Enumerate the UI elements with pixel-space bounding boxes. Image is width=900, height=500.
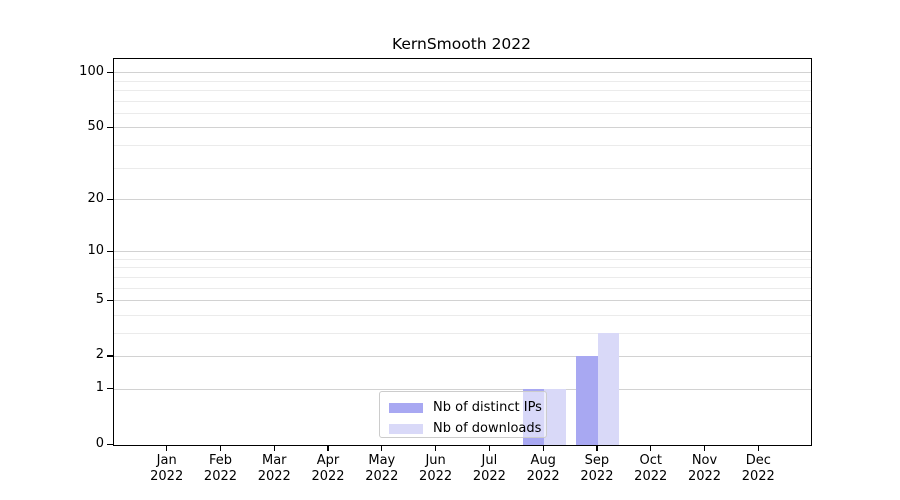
y-tick-label-100: 100	[79, 63, 104, 79]
y-tick-label-0: 0	[95, 436, 104, 451]
gridline-minor-7	[114, 276, 811, 278]
x-tick-mark	[488, 445, 490, 452]
legend-swatch-distinct-ips-icon	[389, 402, 423, 413]
x-tick-label-may: May 2022	[350, 453, 414, 484]
x-tick-year: 2022	[472, 468, 506, 484]
y-tick-mark	[107, 388, 113, 390]
x-tick-month: Mar	[261, 453, 287, 468]
x-tick-label-jun: Jun 2022	[404, 453, 468, 484]
x-tick-month: Sep	[584, 453, 610, 468]
x-tick-mark	[273, 445, 275, 452]
x-tick-mark	[219, 445, 222, 452]
x-tick-year: 2022	[687, 468, 722, 484]
gridline-minor-9	[114, 258, 811, 260]
y-tick-mark	[107, 71, 113, 74]
y-tick-mark	[107, 444, 113, 446]
gridline-minor-30	[114, 167, 811, 169]
gridline-minor-4	[114, 314, 811, 316]
x-tick-label-mar: Mar 2022	[242, 453, 306, 484]
y-tick-label-20: 20	[87, 190, 104, 206]
gridline-minor-6	[114, 287, 811, 289]
y-tick-label-1: 1	[95, 380, 104, 396]
x-tick-label-dec: Dec 2022	[726, 453, 790, 484]
chart-title: KernSmooth 2022	[391, 35, 532, 53]
x-tick-label-aug: Aug 2022	[511, 453, 575, 484]
legend-label-distinct-ips: Nb of distinct IPs	[433, 400, 542, 415]
x-tick-mark	[596, 445, 598, 452]
gridline-minor-80	[114, 90, 811, 92]
x-tick-mark	[703, 445, 706, 452]
x-tick-mark	[542, 445, 544, 452]
x-tick-year: 2022	[311, 468, 345, 484]
x-tick-label-oct: Oct 2022	[619, 453, 683, 484]
gridline-major-20	[114, 199, 811, 201]
x-tick-month: Feb	[208, 453, 232, 468]
gridline-major-1	[114, 388, 811, 390]
x-tick-year: 2022	[150, 468, 184, 484]
x-tick-label-sep: Sep 2022	[565, 453, 629, 484]
y-tick-label-10: 10	[87, 242, 104, 258]
x-tick-mark	[650, 445, 652, 452]
gridline-minor-8	[114, 267, 811, 269]
legend-swatch-downloads-icon	[389, 423, 423, 434]
x-tick-month: Jun	[425, 453, 446, 468]
gridline-minor-40	[114, 145, 811, 147]
x-tick-month: Apr	[316, 453, 340, 468]
x-tick-year: 2022	[203, 468, 238, 484]
x-tick-label-nov: Nov 2022	[673, 453, 737, 484]
plot-area: Nb of distinct IPs Nb of downloads	[113, 58, 812, 446]
y-tick-mark	[107, 355, 113, 357]
x-tick-year: 2022	[580, 468, 614, 484]
x-tick-year: 2022	[634, 468, 668, 484]
legend-item-downloads: Nb of downloads	[389, 420, 542, 437]
legend: Nb of distinct IPs Nb of downloads	[379, 391, 547, 438]
x-tick-mark	[166, 445, 168, 452]
x-tick-month: May	[368, 453, 396, 468]
x-tick-mark	[435, 445, 437, 452]
legend-item-distinct-ips: Nb of distinct IPs	[389, 399, 542, 416]
x-tick-label-feb: Feb 2022	[188, 453, 252, 484]
x-tick-year: 2022	[526, 468, 560, 484]
bar-downloads-aug	[544, 389, 566, 445]
gridline-minor-60	[114, 113, 811, 115]
x-tick-month: Jul	[481, 453, 498, 468]
x-tick-label-jul: Jul 2022	[457, 453, 521, 484]
x-tick-year: 2022	[257, 468, 291, 484]
legend-label-downloads: Nb of downloads	[433, 421, 542, 436]
x-tick-year: 2022	[419, 468, 453, 484]
gridline-major-2	[114, 355, 811, 357]
gridline-major-100	[114, 72, 811, 74]
gridline-major-50	[114, 127, 811, 129]
gridline-minor-90	[114, 80, 811, 82]
bar-downloads-sep	[597, 333, 620, 445]
x-tick-label-apr: Apr 2022	[296, 453, 360, 484]
x-tick-mark	[757, 445, 759, 452]
x-tick-mark	[381, 445, 383, 452]
bar-distinct-ips-sep	[576, 356, 598, 445]
y-tick-mark	[107, 126, 113, 129]
x-tick-month: Dec	[745, 453, 771, 468]
gridline-major-5	[114, 300, 811, 302]
x-tick-label-jan: Jan 2022	[135, 453, 199, 484]
x-tick-month: Jan	[156, 453, 177, 468]
y-tick-label-50: 50	[87, 118, 104, 134]
y-tick-mark	[107, 198, 113, 200]
gridline-major-10	[114, 251, 811, 253]
x-tick-year: 2022	[365, 468, 399, 484]
y-tick-mark	[107, 299, 113, 301]
gridline-minor-3	[114, 332, 811, 334]
x-tick-month: Aug	[530, 453, 556, 468]
x-tick-month: Nov	[691, 453, 718, 468]
y-tick-label-2: 2	[95, 347, 104, 363]
gridline-minor-70	[114, 100, 811, 102]
x-tick-year: 2022	[741, 468, 775, 484]
y-tick-label-5: 5	[95, 291, 104, 307]
x-tick-month: Oct	[639, 453, 662, 468]
x-tick-mark	[327, 445, 329, 452]
y-tick-mark	[107, 250, 113, 252]
